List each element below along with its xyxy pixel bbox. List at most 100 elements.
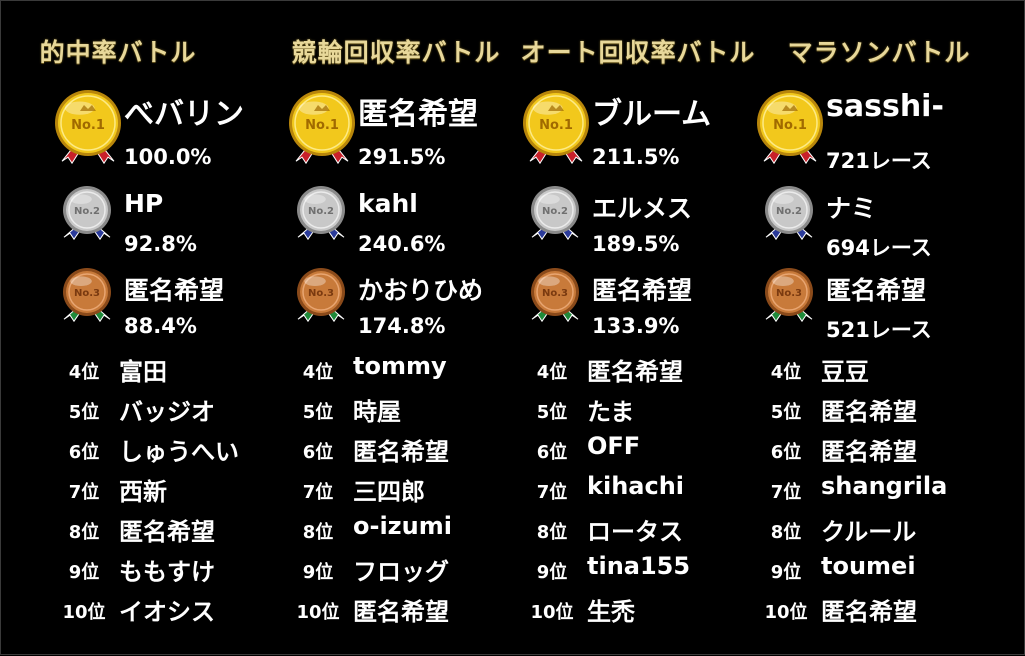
rank-name: ロータス xyxy=(587,518,683,546)
medal-label: No.2 xyxy=(74,206,100,217)
medal-label: No.3 xyxy=(74,288,100,299)
gold-medal-icon: No.1 xyxy=(51,88,125,170)
rank-position: 5位 xyxy=(770,402,802,423)
bronze-medal-icon: No.3 xyxy=(528,266,582,328)
rank1-value: 100.0% xyxy=(124,145,212,169)
column-title: マラソンバトル xyxy=(787,38,971,67)
medal-label: No.2 xyxy=(542,206,568,217)
rank-name: 匿名希望 xyxy=(353,438,449,466)
rank-name: イオシス xyxy=(119,598,215,626)
rank-name: ももすけ xyxy=(119,558,215,586)
rank-position: 10位 xyxy=(296,602,340,623)
rank-position: 7位 xyxy=(536,482,568,503)
rank-position: 10位 xyxy=(62,602,106,623)
rank-position: 5位 xyxy=(536,402,568,423)
rank-position: 9位 xyxy=(302,562,334,583)
rank-name: しゅうへい xyxy=(119,438,239,466)
rank-name: kihachi xyxy=(587,472,685,500)
rank1-name: sasshi- xyxy=(826,89,944,124)
rank-name: 豆豆 xyxy=(821,358,869,386)
rank-position: 10位 xyxy=(530,602,574,623)
rank-name: バッジオ xyxy=(119,398,215,426)
rank-name: shangrila xyxy=(821,472,948,500)
medal-label: No.1 xyxy=(773,118,807,133)
rank-position: 7位 xyxy=(302,482,334,503)
rank-position: 4位 xyxy=(302,362,334,383)
rank-name: 時屋 xyxy=(353,398,401,426)
rank-name: 匿名希望 xyxy=(821,438,917,466)
rank-position: 9位 xyxy=(536,562,568,583)
rank1-value: 211.5% xyxy=(592,145,680,169)
rank2-value: 189.5% xyxy=(592,232,680,256)
medal-label: No.1 xyxy=(539,118,573,133)
rank1-name: 匿名希望 xyxy=(358,97,478,132)
column-title: オート回収率バトル xyxy=(520,38,756,67)
rank2-name: HP xyxy=(124,189,164,218)
gold-medal-icon: No.1 xyxy=(519,88,593,170)
rank2-name: ナミ xyxy=(826,194,877,223)
rank-name: 富田 xyxy=(119,358,167,386)
rank-position: 8位 xyxy=(68,522,100,543)
rank-position: 4位 xyxy=(536,362,568,383)
rank3-name: 匿名希望 xyxy=(592,276,693,305)
bronze-medal-icon: No.3 xyxy=(762,266,816,328)
rank2-value: 240.6% xyxy=(358,232,446,256)
rank3-name: かおりひめ xyxy=(358,276,484,305)
rank-position: 6位 xyxy=(68,442,100,463)
rank3-value: 133.9% xyxy=(592,314,680,338)
rank3-name: 匿名希望 xyxy=(124,276,225,305)
rank-position: 4位 xyxy=(68,362,100,383)
bronze-medal-icon: No.3 xyxy=(294,266,348,328)
rank-name: tommy xyxy=(353,352,447,380)
medal-label: No.2 xyxy=(308,206,334,217)
bronze-medal-icon: No.3 xyxy=(60,266,114,328)
rank-position: 8位 xyxy=(302,522,334,543)
rank3-value: 88.4% xyxy=(124,314,197,338)
rank-position: 6位 xyxy=(770,442,802,463)
column-marathon-battle: マラソンバトル No.1 sasshi- 721レース No.2 ナミ 694レ… xyxy=(747,1,981,656)
rank3-value: 521レース xyxy=(826,318,932,342)
rank2-name: kahl xyxy=(358,189,418,218)
medal-label: No.1 xyxy=(305,118,339,133)
medal-label: No.3 xyxy=(776,288,802,299)
rank1-value: 721レース xyxy=(826,149,932,173)
rank-name: たま xyxy=(587,398,635,426)
rank-name: 西新 xyxy=(119,478,167,506)
rank-name: 匿名希望 xyxy=(119,518,215,546)
rank-name: OFF xyxy=(587,432,641,460)
rank-name: 匿名希望 xyxy=(821,398,917,426)
rank-name: 三四郎 xyxy=(353,478,425,506)
silver-medal-icon: No.2 xyxy=(294,184,348,246)
rank-position: 6位 xyxy=(302,442,334,463)
rank-position: 9位 xyxy=(770,562,802,583)
medal-label: No.3 xyxy=(308,288,334,299)
medal-label: No.3 xyxy=(542,288,568,299)
medal-label: No.2 xyxy=(776,206,802,217)
rank3-value: 174.8% xyxy=(358,314,446,338)
rank-position: 5位 xyxy=(68,402,100,423)
rank2-name: エルメス xyxy=(592,194,693,223)
rank1-name: べバリン xyxy=(124,97,244,132)
medal-label: No.1 xyxy=(71,118,105,133)
rank-position: 7位 xyxy=(770,482,802,503)
rank-name: 匿名希望 xyxy=(353,598,449,626)
rank-name: o-izumi xyxy=(353,512,452,540)
rank-name: 匿名希望 xyxy=(821,598,917,626)
silver-medal-icon: No.2 xyxy=(762,184,816,246)
column-hit-rate-battle: 的中率バトル No.1 べバリン 100.0% No.2 HP 92.8% No… xyxy=(1,1,244,656)
rank1-value: 291.5% xyxy=(358,145,446,169)
silver-medal-icon: No.2 xyxy=(60,184,114,246)
rank2-value: 92.8% xyxy=(124,232,197,256)
rank-name: toumei xyxy=(821,552,916,580)
rank3-name: 匿名希望 xyxy=(826,276,927,305)
column-title: 的中率バトル xyxy=(39,38,197,67)
rank-position: 8位 xyxy=(770,522,802,543)
rank-position: 5位 xyxy=(302,402,334,423)
rank-name: 生禿 xyxy=(587,598,635,626)
rank-position: 10位 xyxy=(764,602,808,623)
rank2-value: 694レース xyxy=(826,236,932,260)
rank-name: クルール xyxy=(821,518,917,546)
gold-medal-icon: No.1 xyxy=(753,88,827,170)
silver-medal-icon: No.2 xyxy=(528,184,582,246)
